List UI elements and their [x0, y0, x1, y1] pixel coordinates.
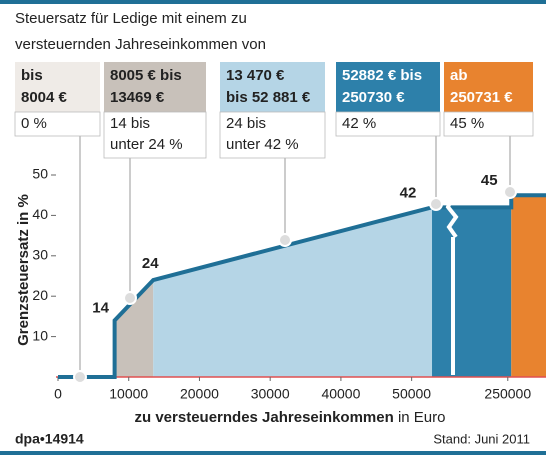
x-tick-label: 20000 [180, 386, 219, 402]
box-bottom [335, 111, 441, 137]
bracket-area [432, 207, 512, 377]
y-tick-label: 50 [32, 166, 48, 182]
plot: 10 20 30 40 50 0 10000 20000 30000 40000 50000 2500… [32, 166, 546, 402]
y-axis-label: Grenzsteuersatz in % [15, 194, 32, 346]
axis-break [445, 194, 459, 239]
boxes: bis 8004 € 0 % 8005 € bis 13469 € 14 bis unter… [14, 62, 534, 384]
box-bottom [103, 111, 207, 159]
x-tick-label: 0 [54, 386, 62, 402]
x-tick-label: 250000 [484, 386, 531, 402]
box-range: 250731 € [450, 89, 513, 106]
box-rate: 14 bis [110, 115, 150, 132]
box-top [220, 62, 325, 112]
bottom-rule [0, 451, 546, 455]
data-label: 42 [400, 184, 417, 201]
x-axis-label-unit: in Euro [398, 409, 446, 426]
box-rate: 45 % [450, 115, 484, 132]
box-top [15, 62, 100, 112]
top-rule [0, 0, 546, 4]
y-tick-label: 10 [32, 327, 48, 343]
data-label: 45 [481, 172, 498, 189]
box-rate: unter 42 % [226, 136, 299, 153]
x-tick-label: 40000 [321, 386, 360, 402]
x-tick-label: 10000 [109, 386, 148, 402]
source: dpa•14914 [15, 431, 84, 447]
box-range: 52882 € bis [342, 67, 422, 84]
box-bottom [219, 111, 326, 159]
bracket-area [511, 195, 546, 377]
bracket-area [114, 280, 154, 377]
note: Stand: Juni 2011 [433, 431, 530, 446]
box-top [444, 62, 533, 112]
box-range: bis [21, 67, 43, 84]
box-range: 13469 € [110, 89, 165, 106]
x-tick-label: 50000 [392, 386, 431, 402]
y-tick-label: 30 [32, 247, 48, 263]
box-rate: 42 % [342, 115, 376, 132]
x-axis-label-main: zu versteuerndes Jahreseinkommen [135, 409, 394, 426]
bracket-area [153, 207, 433, 377]
y-tick-label: 20 [32, 287, 48, 303]
box-rate: unter 24 % [110, 136, 183, 153]
marker [503, 185, 517, 199]
rate-line [58, 195, 514, 379]
box-range: 250730 € [342, 89, 405, 106]
data-label: 24 [142, 255, 159, 272]
box-range: bis 52 881 € [226, 89, 311, 106]
marker [278, 233, 292, 247]
y-tick-label: 40 [32, 206, 48, 222]
box-rate: 24 bis [226, 115, 266, 132]
x-axis-label: zu versteuerndes Jahreseinkommen in Euro [135, 409, 446, 426]
box-range: ab [450, 67, 468, 84]
x-tick-label: 30000 [251, 386, 290, 402]
box-top [336, 62, 440, 112]
data-label: 14 [92, 299, 109, 316]
marker [123, 291, 137, 305]
box-range: 13 470 € [226, 67, 285, 84]
box-bottom [443, 111, 534, 137]
title-line: Steuersatz für Ledige mit einem zu [15, 10, 247, 27]
marker [73, 370, 87, 384]
box-top [104, 62, 206, 112]
box-rate: 0 % [21, 115, 47, 132]
box-range: 8005 € bis [110, 67, 182, 84]
marker [429, 197, 443, 211]
box-range: 8004 € [21, 89, 68, 106]
title-line: versteuernden Jahreseinkommen von [15, 36, 266, 53]
box-bottom [14, 111, 101, 137]
